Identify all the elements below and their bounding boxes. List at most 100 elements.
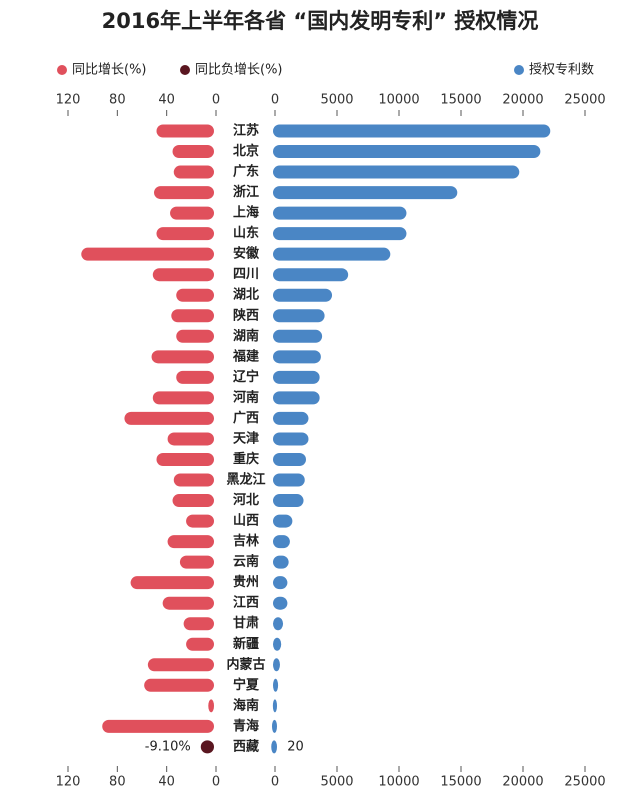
category-label: 吉林	[233, 533, 259, 549]
x2-tick-label: 40	[158, 93, 175, 108]
bar	[171, 309, 214, 323]
bar	[156, 227, 214, 241]
bar	[273, 268, 349, 282]
x-tick-label: 0	[271, 775, 279, 790]
bar	[154, 186, 214, 200]
category-label: 甘肃	[233, 615, 259, 631]
bar	[271, 740, 277, 754]
x-tick-label: 5000	[320, 93, 353, 108]
category-label: 西藏	[233, 738, 259, 754]
category-label: 上海	[233, 205, 259, 221]
category-label: 江西	[233, 595, 259, 611]
category-label: 黑龙江	[226, 472, 265, 488]
x-tick-label: 0	[271, 93, 279, 108]
x-tick-label: 20000	[502, 775, 543, 790]
x2-tick-label: 40	[158, 775, 175, 790]
bar	[273, 494, 304, 508]
bar	[152, 268, 214, 282]
category-label: 河北	[233, 492, 259, 508]
bar	[273, 370, 320, 384]
bar	[152, 391, 214, 405]
bar	[176, 370, 214, 384]
bar	[273, 227, 407, 241]
bar	[156, 124, 214, 138]
bar	[273, 124, 551, 138]
category-label: 山东	[233, 225, 259, 241]
x2-tick-label: 0	[212, 93, 220, 108]
bar	[172, 494, 214, 508]
data-label: -9.10%	[145, 739, 191, 754]
x2-tick-label: 120	[56, 93, 81, 108]
x-tick-label: 5000	[320, 775, 353, 790]
category-label: 福建	[232, 348, 259, 364]
category-label: 北京	[233, 143, 259, 159]
bar	[273, 678, 279, 692]
bar	[200, 740, 214, 754]
legend-marker	[180, 65, 190, 75]
category-label: 湖南	[233, 328, 259, 344]
bar	[272, 699, 277, 713]
bar	[273, 165, 520, 179]
bar	[273, 535, 290, 549]
category-label: 辽宁	[233, 369, 259, 385]
bar	[273, 247, 391, 261]
bar	[273, 186, 458, 200]
category-label: 宁夏	[233, 677, 260, 693]
category-label: 青海	[233, 718, 259, 734]
category-label: 广东	[233, 164, 259, 180]
category-label: 天津	[233, 430, 259, 446]
category-label: 贵州	[233, 574, 259, 590]
x2-tick-label: 80	[109, 775, 126, 790]
bar	[273, 309, 325, 323]
bar	[273, 411, 309, 425]
bar	[156, 452, 214, 466]
bar	[208, 699, 214, 713]
x-tick-label: 15000	[440, 93, 481, 108]
x-tick-label: 25000	[564, 93, 605, 108]
legend-label: 同比增长(%)	[72, 63, 147, 78]
bar	[179, 555, 214, 569]
x-tick-label: 15000	[440, 775, 481, 790]
bar	[144, 678, 214, 692]
bar	[162, 596, 214, 610]
bar	[186, 514, 214, 528]
legend-marker	[514, 65, 524, 75]
bar	[273, 514, 293, 528]
bar	[102, 719, 214, 733]
bar	[273, 432, 309, 446]
chart-title: 2016年上半年各省 “国内发明专利” 授权情况	[102, 9, 539, 33]
x-tick-label: 25000	[564, 775, 605, 790]
category-label: 重庆	[233, 451, 259, 467]
legend-marker	[57, 65, 67, 75]
category-label: 浙江	[233, 184, 259, 200]
bar	[273, 596, 288, 610]
bar	[273, 617, 284, 631]
x2-tick-label: 120	[56, 775, 81, 790]
bar	[173, 473, 214, 487]
category-label: 陕西	[233, 307, 259, 323]
x-tick-label: 20000	[502, 93, 543, 108]
bar	[173, 165, 214, 179]
bar	[273, 350, 321, 364]
bar	[273, 391, 320, 405]
legend-label: 同比负增长(%)	[195, 63, 283, 78]
bar	[170, 206, 214, 220]
category-label: 河南	[233, 389, 259, 405]
category-label: 云南	[233, 554, 259, 570]
bar	[176, 329, 214, 343]
bar	[130, 576, 214, 590]
category-label: 安徽	[233, 246, 260, 262]
bar	[81, 247, 215, 261]
category-label: 广西	[233, 410, 259, 426]
bar	[273, 473, 305, 487]
bar	[273, 658, 280, 672]
bar	[273, 329, 323, 343]
bar	[167, 535, 214, 549]
x-tick-label: 10000	[378, 93, 419, 108]
category-label: 山西	[233, 513, 259, 529]
bar	[151, 350, 214, 364]
category-label: 海南	[233, 697, 259, 713]
bar	[273, 206, 407, 220]
bar	[176, 288, 214, 302]
